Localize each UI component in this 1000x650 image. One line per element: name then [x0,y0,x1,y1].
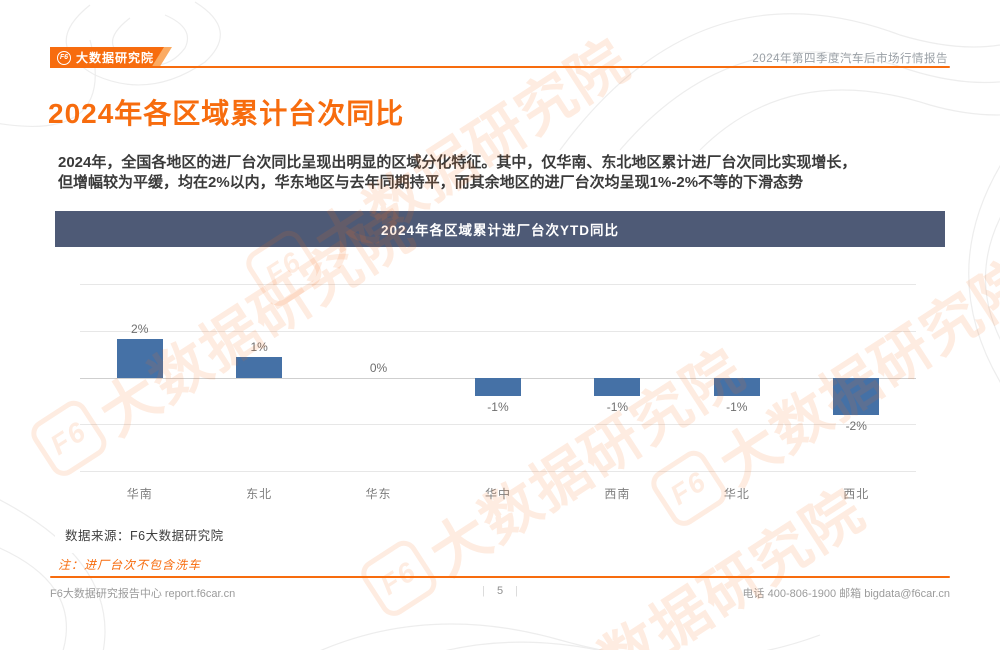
bar-value-label: -1% [726,400,748,415]
gridline [80,284,916,285]
chart-title-bar: 2024年各区域累计进厂台次YTD同比 [55,211,945,247]
bar-value-label: -1% [606,400,629,415]
bar-column: -1% [677,251,796,491]
footer: F6大数据研究报告中心 report.f6car.cn | 5 | 电话 400-8… [50,585,950,601]
logo-badge: F6 大数据研究院 [50,47,164,68]
bar-华中 [474,378,521,397]
bar-column: -1% [558,251,677,491]
bar-column: 2% [80,251,199,491]
bar-column: 0% [319,251,438,491]
bar-华北 [713,378,760,397]
pipe-divider: | [482,585,485,597]
bar-value-label: 1% [250,340,268,355]
x-axis-label: 华南 [126,487,153,501]
chart-note: 注：进厂台次不包含洗车 [58,558,202,572]
intro-paragraph: 2024年，全国各地区的进厂台次同比呈现出明显的区域分化特征。其中，仅华南、东北… [58,153,946,193]
x-axis-label: 华东 [365,487,392,501]
bar-value-label: -2% [845,418,867,433]
data-source: 数据来源：F6大数据研究院 [65,529,224,543]
pipe-divider: | [515,585,518,597]
intro-line-2: 但增幅较为平缓，均在2%以内，华东地区与去年同期持平，而其余地区的进厂台次均呈现… [58,174,804,191]
bar-华南 [116,338,163,378]
bar-column: 1% [199,251,318,491]
x-axis-labels: 华南 东北 华东 华中 西南 华北 西北 [80,485,916,503]
logo-text: 大数据研究院 [76,51,155,65]
bar-东北 [236,357,283,378]
intro-line-1: 2024年，全国各地区的进厂台次同比呈现出明显的区域分化特征。其中，仅华南、东北… [58,154,857,171]
x-axis-label: 华中 [484,487,511,501]
x-axis-label: 华北 [723,487,750,501]
bar-columns: 2% 1% 0% -1% -1% -1% -2% [80,251,916,491]
bar-column: -2% [797,251,916,491]
bar-西北 [833,378,880,415]
chart-title: 2024年各区域累计进厂台次YTD同比 [380,223,620,238]
plot-area: 2% 1% 0% -1% -1% -1% -2% [80,251,916,491]
page-title: 2024年各区域累计台次同比 [48,98,405,129]
x-axis-label: 西南 [604,487,631,501]
bar-value-label: 0% [369,361,388,375]
gridline [80,471,916,472]
bar-column: -1% [438,251,557,491]
bar-value-label: 2% [131,321,149,336]
x-axis-label: 西北 [843,487,870,501]
bar-西南 [594,378,641,397]
footer-page-indicator: | 5 | [50,585,950,597]
chart-card: 2024年各区域累计进厂台次YTD同比 2% 1% 0% -1% -1% -1% -2% 华… [55,211,945,553]
bar-value-label: -1% [487,400,509,415]
header-rule [50,66,950,68]
x-axis-label: 东北 [246,487,273,501]
f6-logo-icon: F6 [57,51,71,65]
gridline [80,331,916,332]
gridline [80,424,916,425]
page-number: 5 [496,585,504,597]
report-title: 2024年第四季度汽车后市场行情报告 [752,53,948,65]
footer-contact: 电话 400-806-1900 邮箱 bigdata@f6car.cn [742,588,950,600]
footer-rule [50,576,950,578]
